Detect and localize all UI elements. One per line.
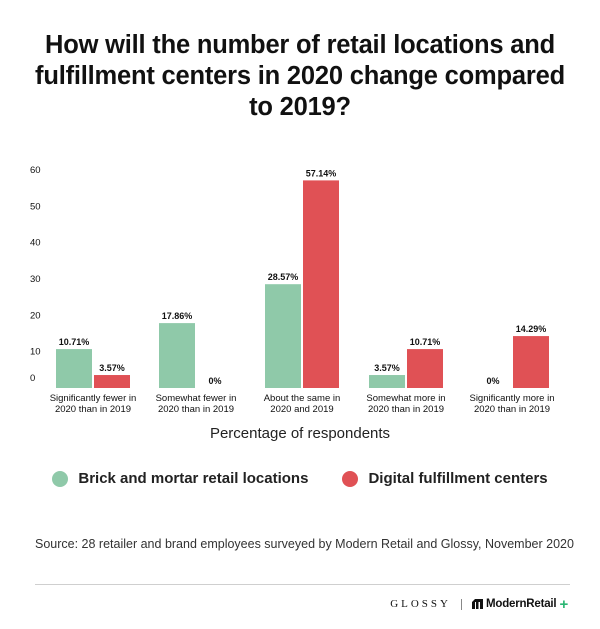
bar-brick bbox=[369, 375, 405, 388]
data-label: 17.86% bbox=[162, 311, 193, 321]
data-label: 3.57% bbox=[99, 363, 125, 373]
x-category-label: 2020 than in 2019 bbox=[158, 404, 234, 415]
x-category-label: Somewhat more in bbox=[366, 393, 445, 404]
footer-divider bbox=[35, 584, 570, 585]
data-label: 14.29% bbox=[516, 324, 547, 334]
x-category-label: Significantly fewer in bbox=[50, 393, 137, 404]
data-label: 0% bbox=[486, 376, 499, 386]
data-label: 10.71% bbox=[59, 337, 90, 347]
logo-separator bbox=[460, 598, 462, 610]
data-label: 10.71% bbox=[410, 337, 441, 347]
data-label: 3.57% bbox=[374, 363, 400, 373]
bar-brick bbox=[159, 323, 195, 388]
data-label: 57.14% bbox=[306, 168, 337, 178]
legend-item-brick: Brick and mortar retail locations bbox=[52, 470, 308, 487]
x-category-label: 2020 and 2019 bbox=[270, 404, 333, 415]
x-category-label: 2020 than in 2019 bbox=[474, 404, 550, 415]
glossy-logo: GLOSSY bbox=[390, 598, 451, 610]
plus-icon: + bbox=[559, 595, 568, 613]
bar-digital bbox=[513, 336, 549, 388]
bar-digital bbox=[94, 375, 130, 388]
x-category-label: Somewhat fewer in bbox=[156, 393, 237, 404]
bar-chart: 0 10 20 30 40 50 60 10.71% 3.57% Significantly fe… bbox=[30, 165, 555, 415]
source-note: Source: 28 retailer and brand employees … bbox=[35, 537, 574, 551]
bar-brick bbox=[265, 284, 301, 388]
bar-digital bbox=[407, 349, 443, 388]
x-category-label: 2020 than in 2019 bbox=[368, 404, 444, 415]
legend-item-digital: Digital fulfillment centers bbox=[342, 470, 548, 487]
bar-digital bbox=[303, 180, 339, 388]
footer-logos: GLOSSY ModernRetail + bbox=[390, 595, 568, 613]
x-category-label: Significantly more in bbox=[469, 393, 554, 404]
modern-retail-wordmark: ModernRetail bbox=[485, 598, 557, 610]
bar-brick bbox=[56, 349, 92, 388]
x-category-label: 2020 than in 2019 bbox=[55, 404, 131, 415]
data-label: 0% bbox=[208, 376, 221, 386]
legend-swatch-brick bbox=[52, 470, 69, 487]
modern-retail-logo: ModernRetail + bbox=[471, 595, 568, 613]
chart-title: How will the number of retail locations … bbox=[35, 31, 565, 121]
y-tick-label: 30 bbox=[30, 274, 41, 285]
legend-label-brick: Brick and mortar retail locations bbox=[78, 470, 309, 487]
legend-label-digital: Digital fulfillment centers bbox=[368, 470, 548, 487]
y-tick-label: 60 bbox=[30, 165, 41, 176]
y-tick-label: 10 bbox=[30, 347, 41, 358]
y-tick-label: 20 bbox=[30, 310, 41, 321]
legend: Brick and mortar retail locations Digita… bbox=[0, 470, 600, 487]
y-tick-label: 0 bbox=[30, 373, 35, 384]
legend-swatch-digital bbox=[342, 470, 359, 487]
y-tick-label: 50 bbox=[30, 201, 41, 212]
modern-retail-mark-icon bbox=[471, 599, 483, 609]
y-tick-label: 40 bbox=[30, 238, 41, 249]
x-axis-title: Percentage of respondents bbox=[209, 425, 391, 442]
data-label: 28.57% bbox=[268, 272, 299, 282]
x-category-label: About the same in bbox=[264, 393, 341, 404]
